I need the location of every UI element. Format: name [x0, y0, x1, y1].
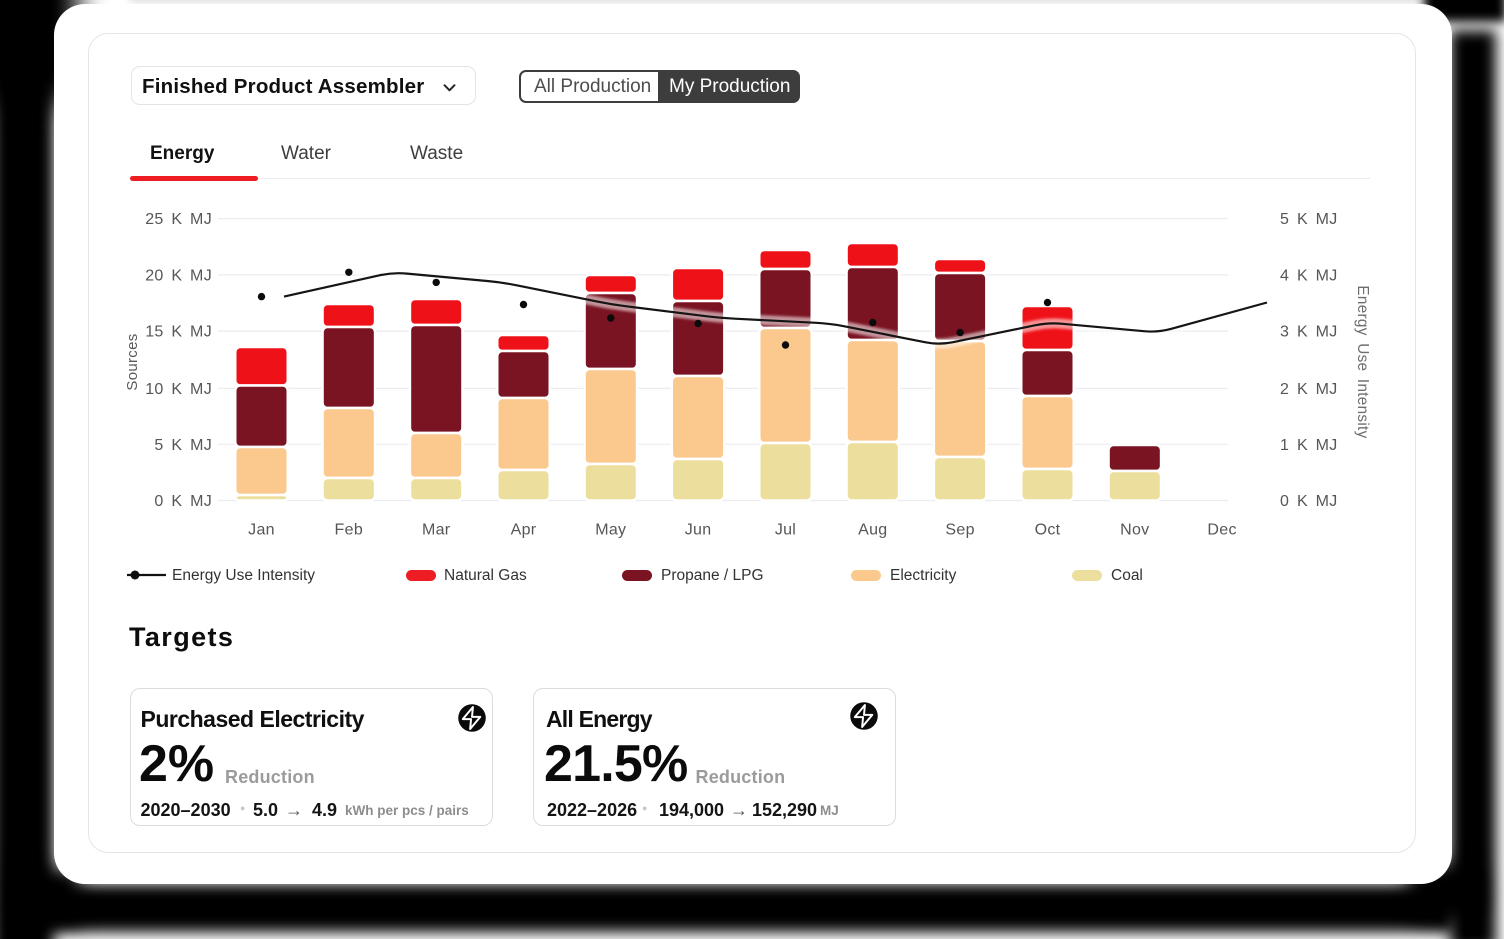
svg-text:Feb: Feb — [335, 522, 363, 539]
svg-text:Dec: Dec — [1207, 522, 1236, 539]
svg-text:5 K MJ: 5 K MJ — [1280, 211, 1338, 228]
svg-text:Aug: Aug — [858, 522, 887, 539]
svg-text:Jun: Jun — [685, 522, 712, 539]
svg-text:Mar: Mar — [422, 522, 451, 539]
svg-text:Sep: Sep — [945, 522, 974, 539]
svg-text:20 K MJ: 20 K MJ — [145, 267, 212, 284]
svg-text:25 K MJ: 25 K MJ — [145, 211, 212, 228]
svg-text:Oct: Oct — [1035, 522, 1061, 539]
svg-text:0 K MJ: 0 K MJ — [1280, 493, 1338, 510]
svg-text:0 K MJ: 0 K MJ — [154, 493, 212, 510]
svg-text:15 K MJ: 15 K MJ — [145, 324, 212, 341]
svg-text:May: May — [595, 522, 626, 539]
svg-text:Apr: Apr — [511, 522, 537, 539]
svg-text:10 K MJ: 10 K MJ — [145, 381, 212, 398]
svg-text:2 K MJ: 2 K MJ — [1280, 381, 1338, 398]
svg-text:Sources: Sources — [124, 333, 141, 390]
svg-text:4 K MJ: 4 K MJ — [1280, 267, 1338, 284]
svg-text:1 K MJ: 1 K MJ — [1280, 437, 1338, 454]
svg-text:Nov: Nov — [1120, 522, 1149, 539]
svg-text:5 K MJ: 5 K MJ — [154, 437, 212, 454]
svg-text:3 K MJ: 3 K MJ — [1280, 324, 1338, 341]
svg-text:Energy Use Intensity: Energy Use Intensity — [1354, 285, 1371, 438]
svg-text:Jul: Jul — [775, 522, 796, 539]
svg-text:Jan: Jan — [248, 522, 275, 539]
